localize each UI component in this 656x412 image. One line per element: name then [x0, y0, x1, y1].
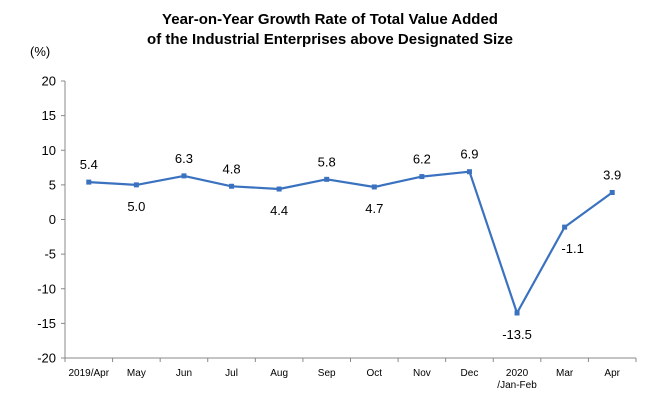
y-tick-label: 10 — [42, 143, 56, 158]
y-tick-label: 0 — [49, 212, 56, 227]
y-tick-label: 15 — [42, 108, 56, 123]
data-point-marker — [181, 173, 187, 179]
data-point-marker — [324, 176, 330, 182]
y-tick-label: -5 — [44, 247, 56, 262]
y-tick-label: 20 — [42, 74, 56, 89]
x-tick-label: Oct — [367, 368, 383, 379]
y-axis-unit-label: (%) — [30, 44, 50, 59]
y-tick-label: -15 — [37, 316, 56, 331]
data-label: 4.7 — [365, 201, 383, 216]
data-label: 6.9 — [460, 147, 478, 162]
y-tick-label: -20 — [37, 351, 56, 366]
series-line-path — [88, 170, 613, 315]
data-labels: 5.4 5.0 6.3 4.8 4.4 5.8 4.7 6.2 6.9 -13.5 -1.1 3.9 — [80, 147, 621, 342]
y-tick-label: 5 — [49, 177, 56, 192]
data-label: 5.8 — [318, 154, 336, 169]
tick-labels: 20 15 10 5 0 -5 -10 -15 -20 2019/Apr May Jun Jul Aug S… — [37, 74, 620, 392]
data-label: -13.5 — [502, 327, 532, 342]
series-line — [88, 170, 613, 315]
data-label: 6.2 — [413, 152, 431, 167]
y-tick-label: -10 — [37, 281, 56, 296]
data-label: 5.4 — [80, 157, 98, 172]
data-point-marker — [276, 186, 282, 192]
data-label: 4.8 — [223, 161, 241, 176]
x-tick-label: 2020 — [506, 368, 529, 379]
axes — [61, 80, 637, 362]
data-label: 5.0 — [127, 199, 145, 214]
data-points — [86, 169, 615, 316]
data-point-marker — [609, 189, 615, 195]
x-tick-label: Mar — [556, 368, 574, 379]
x-tick-label-line-2: /Jan-Feb — [497, 380, 537, 391]
x-tick-label: Dec — [461, 368, 479, 379]
x-tick-label: Aug — [270, 368, 288, 379]
x-tick-label: 2019/Apr — [68, 368, 109, 379]
data-point-marker — [419, 174, 425, 180]
x-tick-label: Apr — [604, 368, 620, 379]
data-point-marker — [466, 169, 472, 175]
chart-title-line-2: of the Industrial Enterprises above Desi… — [147, 31, 513, 48]
data-label: -1.1 — [561, 241, 583, 256]
x-tick-label: Jul — [225, 368, 238, 379]
data-label: 3.9 — [603, 167, 621, 182]
data-point-marker — [86, 179, 92, 185]
data-point-marker — [133, 182, 139, 188]
chart-title-line-1: Year-on-Year Growth Rate of Total Value … — [162, 11, 498, 28]
data-point-marker — [371, 184, 377, 190]
x-tick-label: Jun — [176, 368, 192, 379]
data-point-marker — [229, 183, 235, 189]
data-label: 4.4 — [270, 203, 288, 218]
data-point-marker — [514, 310, 520, 316]
x-tick-label: Sep — [318, 368, 336, 379]
x-tick-label: Nov — [413, 368, 431, 379]
data-point-marker — [562, 224, 568, 230]
x-tick-label: May — [127, 368, 146, 379]
data-label: 6.3 — [175, 151, 193, 166]
